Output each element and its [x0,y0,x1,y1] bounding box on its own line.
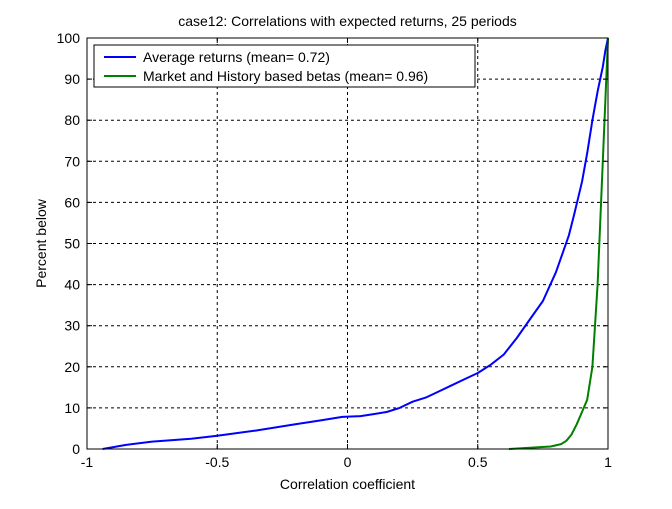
legend-box [93,44,476,88]
y-tick-label: 70 [64,153,80,169]
y-tick-label: 40 [64,277,80,293]
x-tick-label: 0 [344,454,352,470]
series-group [102,37,609,450]
x-tick-label: -1 [81,454,94,470]
x-tick-label: -0.5 [205,454,229,470]
x-tick-label: 0.5 [468,454,488,470]
legend-label-market-history-betas: Market and History based betas (mean= 0.… [143,68,428,84]
y-tick-label: 10 [64,400,80,416]
y-axis-label: Percent below [33,198,49,288]
y-tick-label: 80 [64,112,80,128]
y-tick-label: 100 [57,30,81,46]
chart-title: case12: Correlations with expected retur… [178,13,517,29]
y-tick-label: 20 [64,359,80,375]
series-line-average-returns [102,37,609,450]
y-tick-label: 30 [64,318,80,334]
legend-label-average-returns: Average returns (mean= 0.72) [143,49,330,65]
y-tick-label: 0 [72,441,80,457]
y-tick-label: 90 [64,71,80,87]
x-tick-label: 1 [604,454,612,470]
grid [87,38,608,449]
x-axis-label: Correlation coefficient [280,476,415,492]
y-tick-label: 50 [64,236,80,252]
legend: Average returns (mean= 0.72) Market and … [93,44,476,88]
y-tick-label: 60 [64,194,80,210]
series-line-market-history-betas [508,37,609,450]
